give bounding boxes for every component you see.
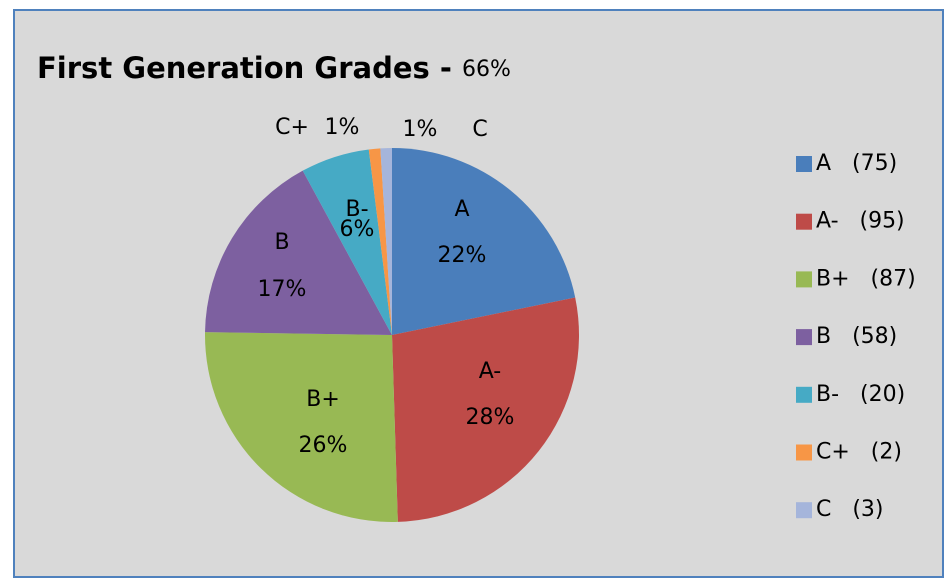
legend-swatch xyxy=(796,386,812,403)
pie-slice xyxy=(205,170,392,335)
data-label: 1% xyxy=(403,117,438,142)
legend-swatch xyxy=(796,444,812,461)
legend-label: C (3) xyxy=(816,497,884,522)
data-label: 28% xyxy=(466,405,515,430)
chart-title: First Generation Grades - 66% xyxy=(37,51,511,85)
slice-category-label: B+ xyxy=(306,387,340,412)
legend-label: B- (20) xyxy=(816,382,905,407)
legend-label: B (58) xyxy=(816,324,897,349)
legend-label: A (75) xyxy=(816,151,897,176)
legend-label: C+ (2) xyxy=(816,440,902,465)
legend-label: A- (95) xyxy=(816,209,905,234)
pie-slice xyxy=(392,148,576,335)
legend-swatch xyxy=(796,271,812,288)
legend-label: B+ (87) xyxy=(816,266,916,291)
data-label: 26% xyxy=(299,433,348,458)
legend-swatch xyxy=(796,213,812,230)
pie-slice xyxy=(302,149,392,335)
pie-slice xyxy=(368,148,392,335)
pie-slice xyxy=(392,297,580,522)
legend-swatch xyxy=(796,502,812,519)
pie-slice xyxy=(205,332,398,522)
data-label: 22% xyxy=(438,243,487,268)
data-label: 17% xyxy=(258,277,307,302)
data-label: 1% xyxy=(325,115,360,140)
pie-slice xyxy=(380,148,392,335)
slice-category-label: B- xyxy=(345,197,368,222)
slice-category-label: A- xyxy=(479,359,502,384)
slice-category-label: C+ xyxy=(275,115,309,140)
data-label: 6% xyxy=(340,217,375,242)
slice-category-label: A xyxy=(454,197,469,222)
slice-category-label: B xyxy=(274,230,289,255)
slice-category-label: C xyxy=(472,117,487,142)
legend-swatch xyxy=(796,156,812,172)
chart-subtitle: 66% xyxy=(462,57,511,82)
legend-swatch xyxy=(796,329,812,346)
